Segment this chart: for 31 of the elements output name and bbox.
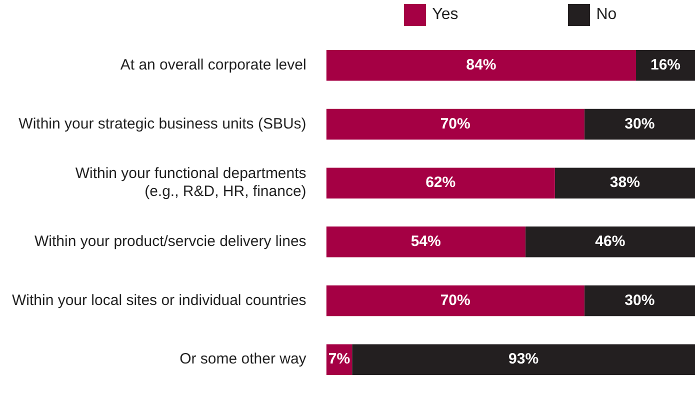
data-label: 93% bbox=[508, 350, 539, 368]
bar bbox=[584, 285, 695, 316]
data-label: 62% bbox=[426, 174, 456, 192]
data-label: 70% bbox=[440, 292, 470, 309]
data-label: 30% bbox=[624, 292, 655, 309]
data-label: 70% bbox=[440, 115, 470, 132]
data-label: 16% bbox=[650, 56, 681, 74]
data-label: 46% bbox=[595, 233, 626, 250]
y-tick-label: At an overall corporate level bbox=[120, 56, 306, 74]
y-tick-label: Or some other way bbox=[180, 350, 307, 368]
bar bbox=[326, 50, 636, 81]
data-label: 7% bbox=[328, 350, 350, 368]
y-tick-label: Within your strategic business units (SBUs) bbox=[18, 115, 306, 132]
legend-label: No bbox=[596, 6, 617, 24]
bar bbox=[326, 285, 584, 316]
bar bbox=[352, 344, 695, 375]
y-tick-label: Within your functional departments (e.g., R&D, HR, finance) bbox=[75, 165, 306, 200]
legend-label: Yes bbox=[432, 6, 458, 24]
y-tick-label: Within your local sites or individual countries bbox=[12, 292, 306, 309]
bar bbox=[326, 226, 526, 258]
bar bbox=[554, 168, 695, 198]
data-label: 38% bbox=[610, 174, 640, 192]
data-label: 54% bbox=[410, 233, 441, 250]
bar bbox=[584, 108, 695, 140]
bar bbox=[636, 50, 695, 81]
bar bbox=[525, 226, 695, 258]
y-tick-label: Within your product/servcie delivery lines bbox=[34, 233, 306, 250]
bar bbox=[326, 108, 584, 140]
bar bbox=[326, 168, 555, 198]
data-label: 30% bbox=[624, 115, 655, 132]
data-label: 84% bbox=[466, 56, 496, 74]
